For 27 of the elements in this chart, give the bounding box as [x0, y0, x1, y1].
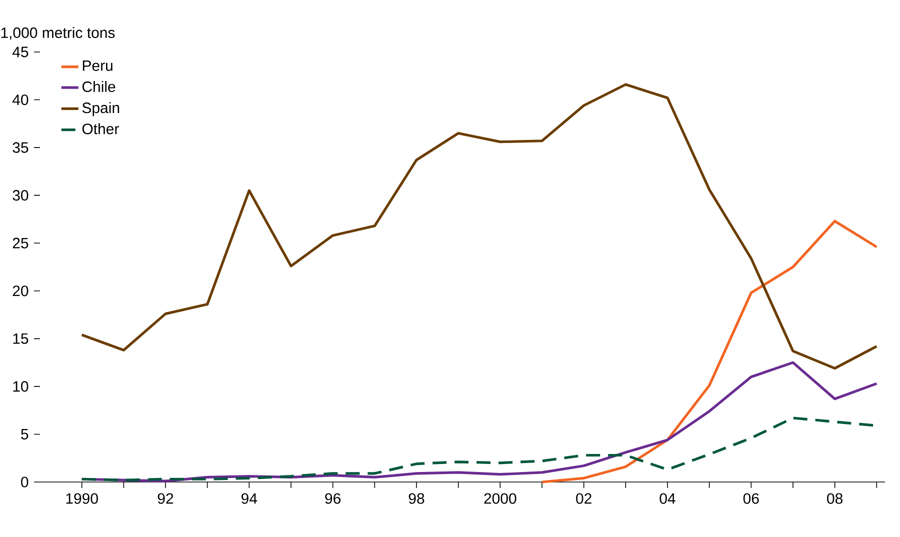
- x-tick-label: 08: [827, 493, 842, 504]
- x-tick-label: 92: [158, 493, 174, 504]
- y-tick-label: 10: [13, 381, 28, 392]
- x-tick-label: 1990: [66, 493, 98, 504]
- line-series: [540, 220, 878, 484]
- x-tick-label: 04: [660, 493, 676, 504]
- y-tick-label: 45: [12, 46, 28, 58]
- y-tick-label: 20: [12, 286, 28, 296]
- y-tick-label: 0: [21, 476, 28, 488]
- legend-label: Spain: [82, 102, 120, 116]
- legend-label: Peru: [82, 60, 112, 71]
- x-tick-label: 96: [325, 493, 341, 504]
- x-tick-label: 06: [743, 493, 759, 504]
- y-axis-title: 1,000 metric tons: [1, 27, 115, 40]
- y-tick-label: 25: [12, 238, 28, 248]
- x-tick-label: 2000: [484, 493, 516, 504]
- y-tick-label: 40: [12, 94, 28, 106]
- legend-label: Other: [82, 123, 119, 134]
- legend-label: Chile: [82, 81, 116, 92]
- y-tick-label: 5: [21, 428, 28, 440]
- x-tick-label: 02: [576, 493, 592, 504]
- line-series: [80, 83, 878, 370]
- x-tick-label: 98: [408, 493, 424, 504]
- y-tick-label: 15: [13, 333, 28, 344]
- y-tick-label: 30: [12, 190, 28, 201]
- y-tick-label: 35: [12, 142, 28, 153]
- x-tick-label: 94: [242, 493, 258, 504]
